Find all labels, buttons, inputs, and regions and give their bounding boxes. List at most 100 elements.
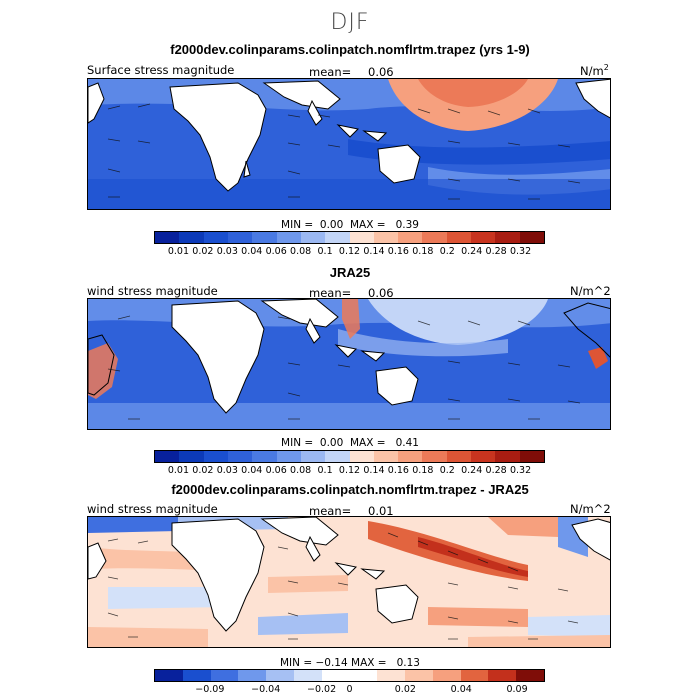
colorbar-tick-label: 0.32 — [509, 465, 532, 476]
colorbar-tick-label: 0.14 — [363, 246, 385, 257]
colorbar-bin-5 — [276, 232, 301, 243]
panel3-mean-label: mean= — [309, 504, 352, 518]
colorbar-tick-label: 0.06 — [265, 246, 287, 257]
colorbar-tick-label: 0.32 — [509, 246, 532, 257]
colorbar-tick-label: 0.18 — [412, 246, 434, 257]
colorbar-bin-6 — [321, 670, 350, 681]
colorbar-tick-label: 0.02 — [394, 684, 416, 695]
panel2-colorbar — [154, 450, 545, 463]
colorbar-tick-label: 0.04 — [241, 465, 263, 476]
colorbar-bin-6 — [300, 451, 326, 462]
colorbar-tick-label: 0.01 — [167, 465, 190, 476]
colorbar-bin-2 — [203, 451, 228, 462]
colorbar-bin-3 — [238, 670, 267, 681]
colorbar-bin-9 — [373, 451, 399, 462]
colorbar-tick-label: 0.16 — [387, 246, 409, 257]
colorbar-bin-1 — [179, 232, 204, 243]
colorbar-tick-label: 0.2 — [439, 246, 455, 257]
colorbar-tick-label: 0.14 — [363, 465, 385, 476]
colorbar-tick-label: 0.24 — [461, 465, 483, 476]
panel1-colorbar — [154, 231, 545, 244]
panel1-variable-label: Surface stress magnitude — [87, 63, 235, 77]
colorbar-tick-label: 0.1 — [317, 465, 333, 476]
colorbar-bin-4 — [252, 451, 277, 462]
colorbar-bin-10 — [398, 451, 423, 462]
colorbar-bin-5 — [276, 451, 301, 462]
panel3-units: N/m^2 — [570, 502, 611, 516]
colorbar-tick-label: 0.28 — [485, 465, 507, 476]
panel3-variable-label: wind stress magnitude — [87, 502, 218, 516]
colorbar-bin-12 — [488, 670, 517, 681]
colorbar-tick-label: 0.28 — [485, 246, 507, 257]
panel2-mean-value: 0.06 — [368, 286, 394, 300]
colorbar-tick-label: 0.03 — [216, 465, 238, 476]
panel2-title: JRA25 — [329, 265, 371, 280]
panel3-minmax: MIN = −0.14 MAX = 0.13 — [279, 657, 420, 669]
colorbar-tick-label: −0.04 — [251, 684, 281, 695]
colorbar-tick-label: 0.06 — [265, 465, 287, 476]
panel2-units: N/m^2 — [570, 284, 611, 298]
colorbar-tick-label: 0.03 — [216, 246, 238, 257]
colorbar-bin-12 — [446, 232, 472, 243]
panel2-variable-label: wind stress magnitude — [87, 284, 218, 298]
colorbar-bin-7 — [325, 451, 350, 462]
colorbar-tick-label: 0.2 — [439, 465, 455, 476]
panel1-mean-label: mean= — [309, 65, 352, 79]
colorbar-tick-label: −0.02 — [307, 684, 337, 695]
colorbar-bin-4 — [266, 670, 294, 681]
colorbar-tick-label: 0.02 — [192, 465, 214, 476]
colorbar-bin-10 — [432, 670, 461, 681]
colorbar-tick-label: 0.12 — [338, 246, 361, 257]
colorbar-tick-label: 0.04 — [241, 246, 263, 257]
colorbar-bin-3 — [227, 451, 253, 462]
panel1-mean-value: 0.06 — [368, 65, 394, 79]
colorbar-bin-13 — [471, 232, 496, 243]
colorbar-bin-14 — [495, 451, 520, 462]
colorbar-tick-label: 0.08 — [290, 465, 312, 476]
colorbar-tick-label: 0.08 — [290, 246, 312, 257]
colorbar-bin-0 — [155, 451, 180, 462]
colorbar-tick-label: 0.09 — [506, 684, 528, 695]
colorbar-tick-label: −0.09 — [195, 684, 225, 695]
colorbar-bin-8 — [377, 670, 406, 681]
colorbar-bin-1 — [179, 451, 204, 462]
colorbar-tick-label: 0.24 — [461, 246, 483, 257]
colorbar-tick-label: 0.16 — [387, 465, 409, 476]
colorbar-bin-9 — [405, 670, 433, 681]
colorbar-tick-label: 0.01 — [167, 246, 190, 257]
panel1-colorbar-ticks: 0.01 0.02 0.03 0.04 0.06 0.08 0.1 0.12 0.14 0.16 0… — [154, 246, 545, 258]
colorbar-bin-0 — [155, 670, 183, 681]
panel2-mean-label: mean= — [309, 286, 352, 300]
colorbar-tick-label: 0.04 — [450, 684, 472, 695]
colorbar-bin-4 — [252, 232, 277, 243]
panel1-minmax: MIN = 0.00 MAX = 0.39 — [281, 219, 419, 231]
colorbar-bin-11 — [422, 451, 447, 462]
colorbar-bin-3 — [227, 232, 253, 243]
colorbar-tick-label: 0.18 — [412, 465, 434, 476]
colorbar-bin-8 — [349, 232, 374, 243]
panel3-colorbar — [154, 669, 545, 682]
colorbar-bin-2 — [203, 232, 228, 243]
colorbar-bin-13 — [471, 451, 496, 462]
figure-title: DJF — [330, 10, 370, 35]
colorbar-bin-12 — [446, 451, 472, 462]
panel3-colorbar-ticks: −0.09 −0.04 −0.02 0 0.02 0.04 0.09 — [154, 684, 545, 696]
colorbar-bin-0 — [155, 232, 180, 243]
panel2-colorbar-ticks: 0.01 0.02 0.03 0.04 0.06 0.08 0.1 0.12 0.14 0.16 0… — [154, 465, 545, 477]
colorbar-bin-7 — [349, 670, 378, 681]
colorbar-tick-label: 0.12 — [338, 465, 361, 476]
panel2-map — [87, 298, 611, 430]
colorbar-bin-9 — [373, 232, 399, 243]
colorbar-tick-label: 0 — [346, 684, 353, 695]
colorbar-bin-5 — [293, 670, 322, 681]
panel3-map — [87, 516, 611, 648]
panel1-map — [87, 78, 611, 210]
colorbar-bin-1 — [182, 670, 211, 681]
colorbar-bin-11 — [422, 232, 447, 243]
colorbar-tick-label: 0.02 — [192, 246, 214, 257]
panel3-mean-value: 0.01 — [368, 504, 394, 518]
colorbar-bin-13 — [516, 670, 544, 681]
colorbar-bin-6 — [300, 232, 326, 243]
panel2-minmax: MIN = 0.00 MAX = 0.41 — [281, 437, 419, 449]
colorbar-bin-10 — [398, 232, 423, 243]
